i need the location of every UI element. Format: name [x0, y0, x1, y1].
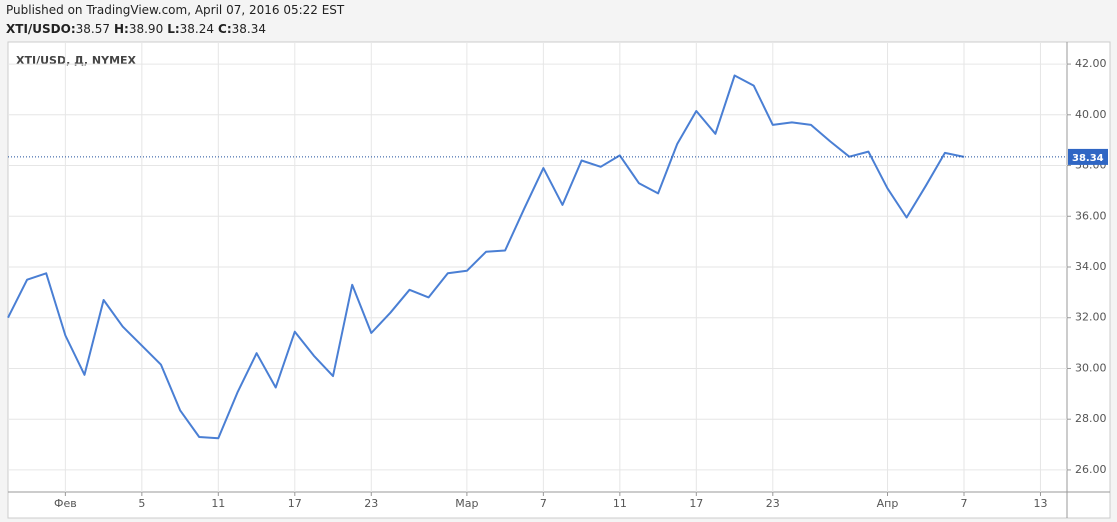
- y-tick-label: 34.00: [1075, 260, 1107, 273]
- x-tick-label: 17: [288, 497, 302, 510]
- y-tick-label: 30.00: [1075, 361, 1107, 374]
- x-tick-label: 13: [1033, 497, 1047, 510]
- symbol-label: XTI/USD, Д, NYMEX: [16, 54, 137, 67]
- y-tick-label: 28.00: [1075, 412, 1107, 425]
- y-tick-label: 26.00: [1075, 463, 1107, 476]
- last-price-badge: [1068, 148, 1108, 165]
- ohlc-key: XTI/USDO:: [6, 22, 76, 36]
- ohlc-value: 38.24: [179, 22, 215, 36]
- last-price-label: 38.34: [1072, 153, 1104, 164]
- ohlc-value: 38.34: [231, 22, 266, 36]
- published-note: Published on TradingView.com, April 07, …: [6, 3, 345, 17]
- y-tick-label: 40.00: [1075, 108, 1107, 121]
- price-line: [7, 74, 965, 440]
- x-tick-label: 7: [961, 497, 968, 510]
- x-tick-label: 11: [613, 497, 627, 510]
- x-tick-label: 23: [766, 497, 780, 510]
- ohlc-value: 38.90: [128, 22, 164, 36]
- y-tick-label: 32.00: [1075, 311, 1107, 324]
- ohlc-key: H:: [114, 22, 129, 36]
- ohlc-line: XTI/USDO:38.57 H:38.90 L:38.24 C:38.34: [6, 22, 270, 36]
- x-tick-label: Мар: [455, 497, 478, 510]
- x-tick-label: 7: [540, 497, 547, 510]
- x-tick-label: 11: [211, 497, 225, 510]
- chart-frame: [7, 41, 1111, 519]
- y-tick-label: 42.00: [1075, 57, 1107, 70]
- ohlc-value: 38.57: [75, 22, 110, 36]
- ohlc-key: L:: [167, 22, 180, 36]
- ohlc-key: C:: [218, 22, 232, 36]
- x-tick-label: 23: [364, 497, 378, 510]
- x-tick-label: 17: [689, 497, 703, 510]
- x-tick-label: 5: [138, 497, 145, 510]
- x-tick-label: Фев: [54, 497, 77, 510]
- y-tick-label: 36.00: [1075, 209, 1107, 222]
- x-tick-label: Апр: [877, 497, 899, 510]
